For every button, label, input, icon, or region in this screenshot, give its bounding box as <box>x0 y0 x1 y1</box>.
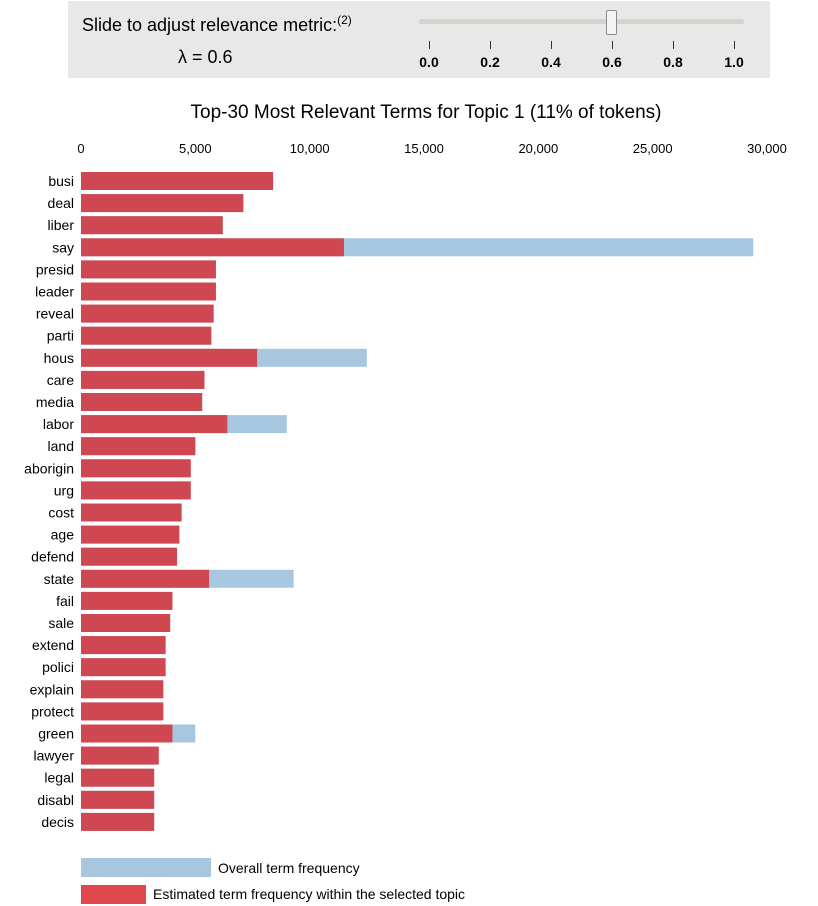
term-label[interactable]: fail <box>56 593 74 609</box>
topic-frequency-bar[interactable] <box>81 481 191 500</box>
term-label[interactable]: cost <box>48 505 74 521</box>
slider-tick-mark <box>734 41 735 49</box>
topic-frequency-bar[interactable] <box>81 591 173 610</box>
term-label[interactable]: defend <box>31 549 74 565</box>
slider-tick-label: 1.0 <box>724 54 744 70</box>
topic-frequency-bar[interactable] <box>81 503 182 522</box>
topic-frequency-bar[interactable] <box>81 746 159 765</box>
topic-frequency-bar[interactable] <box>81 614 171 632</box>
slider-footnote-link[interactable]: (2) <box>337 13 352 27</box>
topic-frequency-bar[interactable] <box>81 393 203 411</box>
topic-frequency-bar[interactable] <box>81 702 164 721</box>
slider-thumb[interactable] <box>606 10 617 35</box>
topic-frequency-bar[interactable] <box>81 260 216 279</box>
term-label[interactable]: land <box>48 438 74 454</box>
topic-frequency-bar[interactable] <box>81 172 274 190</box>
legend: Overall term frequency Estimated term fr… <box>81 858 465 904</box>
slider-tick-mark <box>612 41 613 49</box>
term-label[interactable]: state <box>44 571 75 587</box>
slider-tick-mark <box>673 41 674 49</box>
topic-frequency-bar[interactable] <box>81 304 214 323</box>
chart-title: Top-30 Most Relevant Terms for Topic 1 (… <box>191 102 662 123</box>
lambda-value-label: λ = 0.6 <box>178 47 233 67</box>
term-label[interactable]: leader <box>35 284 74 300</box>
topic-frequency-bar[interactable] <box>81 415 228 434</box>
topic-frequency-bar[interactable] <box>81 569 210 588</box>
slider-tick-mark <box>490 41 491 49</box>
topic-frequency-bar[interactable] <box>81 790 155 809</box>
x-axis-tick-label: 10,000 <box>290 141 330 156</box>
x-axis-ticks: 0 5,000 10,000 15,000 20,000 25,000 30,000 <box>77 141 787 156</box>
term-label[interactable]: lawyer <box>34 748 75 764</box>
slider-tick-label: 0.0 <box>419 54 439 70</box>
term-label[interactable]: busi <box>48 173 74 189</box>
slider-tick-mark <box>551 41 552 49</box>
term-labels: busi deal liber say presid leader reveal parti h… <box>24 173 74 830</box>
slider-tick-label: 0.8 <box>663 54 683 70</box>
topic-frequency-bar[interactable] <box>81 459 191 478</box>
topic-frequency-bar[interactable] <box>81 370 205 389</box>
x-axis-tick-label: 30,000 <box>747 141 787 156</box>
topic-frequency-bar[interactable] <box>81 525 180 544</box>
x-axis-tick-label: 5,000 <box>179 141 212 156</box>
term-label[interactable]: liber <box>48 217 75 233</box>
topic-frequency-bar[interactable] <box>81 768 155 787</box>
slider-title-text: Slide to adjust relevance metric: <box>82 15 338 35</box>
term-relevance-bar-chart: Top-30 Most Relevant Terms for Topic 1 (… <box>24 102 787 904</box>
x-axis-tick-label: 0 <box>77 141 84 156</box>
topic-frequency-bar[interactable] <box>81 282 216 301</box>
term-label[interactable]: green <box>38 726 74 742</box>
slider-tick-label: 0.4 <box>541 54 561 70</box>
term-label[interactable]: explain <box>30 681 74 697</box>
term-label[interactable]: decis <box>41 814 74 830</box>
slider-track[interactable] <box>419 19 744 24</box>
x-axis-tick-label: 25,000 <box>633 141 673 156</box>
legend-label-overall: Overall term frequency <box>218 860 360 876</box>
topic-frequency-bar[interactable] <box>81 636 166 655</box>
term-label[interactable]: parti <box>47 328 74 344</box>
x-axis-tick-label: 20,000 <box>518 141 558 156</box>
topic-frequency-bar[interactable] <box>81 326 212 345</box>
term-label[interactable]: aborigin <box>24 460 74 476</box>
term-label[interactable]: age <box>51 527 75 543</box>
topic-frequency-bar[interactable] <box>81 658 166 677</box>
topic-frequency-bar[interactable] <box>81 437 196 456</box>
legend-swatch-overall <box>81 858 211 877</box>
term-label[interactable]: protect <box>31 703 74 719</box>
term-label[interactable]: sale <box>48 615 74 631</box>
term-label[interactable]: labor <box>43 416 74 432</box>
legend-label-topic: Estimated term frequency within the sele… <box>153 886 465 902</box>
slider-title: Slide to adjust relevance metric:(2) <box>82 13 352 36</box>
term-label[interactable]: say <box>52 239 74 255</box>
slider-tick-label: 0.6 <box>602 54 622 70</box>
term-label[interactable]: hous <box>44 350 74 366</box>
bars-group <box>81 172 754 831</box>
topic-frequency-bar[interactable] <box>81 812 155 831</box>
topic-frequency-bar[interactable] <box>81 216 223 235</box>
topic-frequency-bar[interactable] <box>81 680 164 699</box>
term-label[interactable]: disabl <box>37 792 74 808</box>
topic-frequency-bar[interactable] <box>81 724 173 743</box>
topic-frequency-bar[interactable] <box>81 547 178 566</box>
term-label[interactable]: polici <box>42 659 74 675</box>
legend-swatch-topic <box>81 885 146 904</box>
term-label[interactable]: presid <box>36 261 74 277</box>
term-label[interactable]: care <box>47 372 74 388</box>
topic-frequency-bar[interactable] <box>81 194 244 213</box>
term-label[interactable]: extend <box>32 637 74 653</box>
term-label[interactable]: urg <box>54 482 74 498</box>
topic-frequency-bar[interactable] <box>81 348 258 367</box>
slider-tick-mark <box>429 41 430 49</box>
term-label[interactable]: reveal <box>36 306 74 322</box>
slider-tick-label: 0.2 <box>480 54 500 70</box>
x-axis-tick-label: 15,000 <box>404 141 444 156</box>
term-label[interactable]: media <box>36 394 74 410</box>
relevance-slider-panel: Slide to adjust relevance metric:(2) λ =… <box>68 1 770 78</box>
term-label[interactable]: legal <box>44 770 74 786</box>
topic-frequency-bar[interactable] <box>81 238 344 257</box>
term-label[interactable]: deal <box>48 195 74 211</box>
